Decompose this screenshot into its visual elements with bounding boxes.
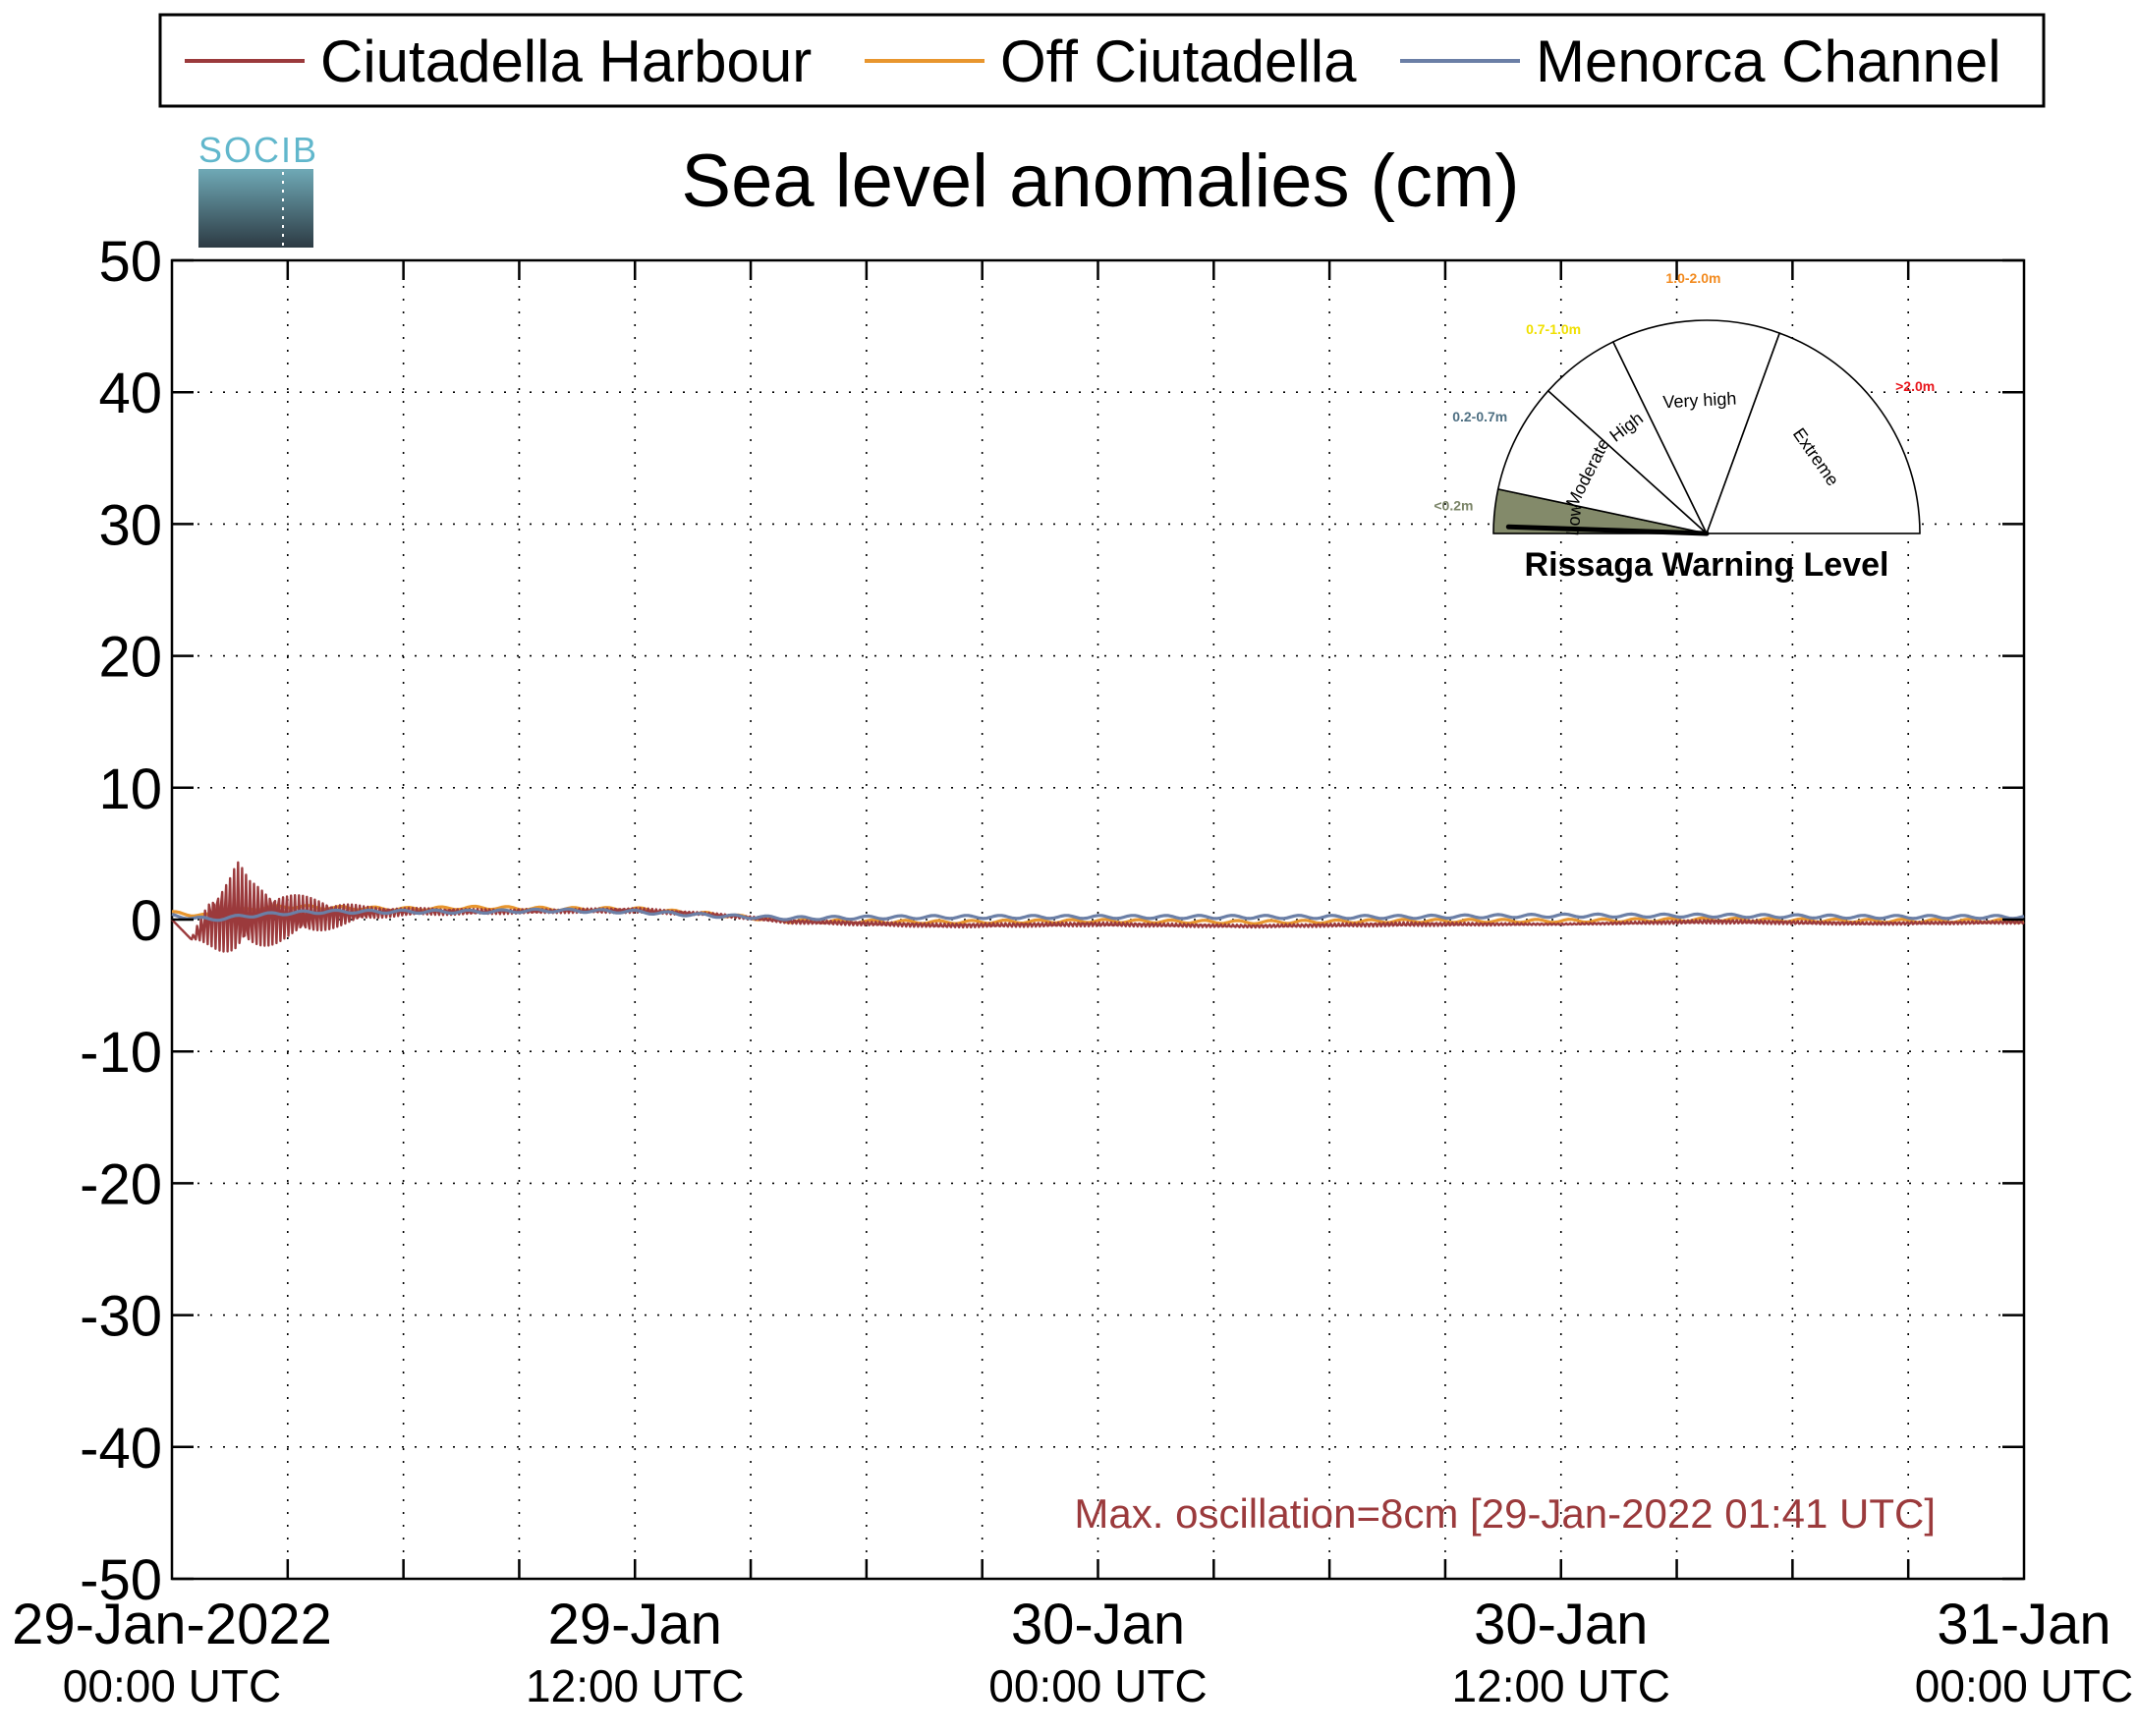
gauge-segment-moderate (1496, 389, 1710, 535)
socib-logo-gradient (198, 169, 313, 248)
max-oscillation-annotation: Max. oscillation=8cm [29-Jan-2022 01:41 … (1074, 1490, 1936, 1537)
x-tick-time-label: 00:00 UTC (988, 1660, 1207, 1711)
y-tick-label: 30 (98, 493, 162, 557)
x-tick-time-label: 12:00 UTC (526, 1660, 744, 1711)
gridlines (172, 260, 2024, 1579)
y-tick-label: 20 (98, 626, 162, 690)
x-tick-date-label: 29-Jan (548, 1593, 722, 1656)
y-tick-label: -30 (80, 1285, 162, 1349)
y-tick-label: 10 (98, 757, 162, 821)
y-tick-label: -50 (80, 1548, 162, 1612)
legend: Ciutadella Harbour Off Ciutadella Menorc… (158, 13, 2046, 108)
socib-logo-text: SOCIB (198, 130, 318, 170)
y-tick-label: 50 (98, 230, 162, 294)
legend-box (158, 13, 2046, 108)
x-tick-time-label: 12:00 UTC (1452, 1660, 1670, 1711)
legend-label-ciutadella-harbour: Ciutadella Harbour (320, 28, 812, 94)
x-tick-date-label: 30-Jan (1474, 1593, 1648, 1656)
y-tick-label: -40 (80, 1417, 162, 1481)
x-tick-date-label: 31-Jan (1937, 1593, 2110, 1656)
gauge-segment-extreme (1705, 332, 1921, 534)
x-tick-date-label: 29-Jan-2022 (12, 1593, 332, 1656)
gauge-range-label: 1.0-2.0m (1665, 270, 1720, 286)
gauge-title: Rissaga Warning Level (1525, 546, 1889, 584)
gauge-range-label: <0.2m (1434, 498, 1473, 514)
gauge-range-label: >2.0m (1895, 378, 1935, 394)
y-tick-label: -20 (80, 1152, 162, 1216)
series-lines (171, 861, 2025, 953)
legend-label-menorca-channel: Menorca Channel (1536, 28, 2001, 94)
y-tick-label: 40 (98, 362, 162, 425)
gauge-range-label: 0.2-0.7m (1452, 409, 1507, 424)
gauge-needle (1505, 524, 1710, 536)
y-tick-label: -10 (80, 1021, 162, 1085)
gauge-segment-label: Very high (1662, 388, 1737, 412)
x-tick-date-label: 30-Jan (1011, 1593, 1185, 1656)
chart-title: Sea level anomalies (cm) (681, 140, 1519, 223)
gauge-segment-very-high (1611, 319, 1781, 536)
series-line-menorca-channel (171, 907, 2025, 923)
axes: 50403020100-10-20-30-40-5029-Jan-202200:… (12, 230, 2133, 1711)
y-tick-label: 0 (131, 889, 162, 953)
legend-label-off-ciutadella: Off Ciutadella (1000, 28, 1357, 94)
x-tick-time-label: 00:00 UTC (63, 1660, 281, 1711)
x-tick-time-label: 00:00 UTC (1915, 1660, 2133, 1711)
gauge-range-label: 0.7-1.0m (1526, 321, 1581, 337)
socib-logo: SOCIB (198, 130, 318, 248)
